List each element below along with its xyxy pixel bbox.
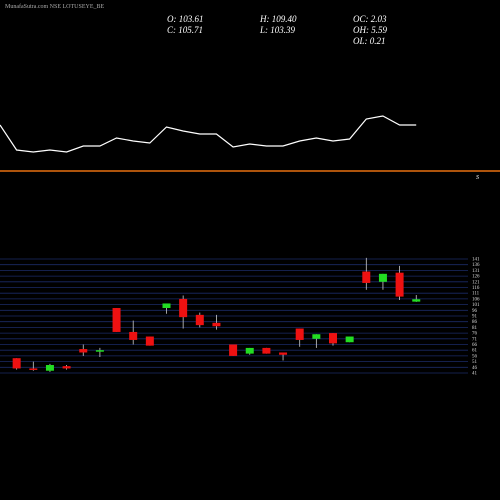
y-tick-label: 61 bbox=[472, 349, 478, 354]
candle-body bbox=[412, 299, 421, 302]
candle-body bbox=[395, 272, 404, 297]
candle-body bbox=[212, 322, 221, 327]
y-tick-label: 46 bbox=[472, 366, 478, 371]
candle-body bbox=[145, 336, 154, 346]
candle-body bbox=[262, 347, 271, 354]
y-tick-label: 116 bbox=[472, 286, 480, 291]
y-tick-label: 71 bbox=[472, 337, 478, 342]
ohlc-info: OL: 0.21 bbox=[353, 36, 386, 46]
ohlc-info: C: 105.71 bbox=[167, 25, 203, 35]
y-tick-label: 56 bbox=[472, 354, 478, 359]
candle-body bbox=[95, 350, 104, 352]
candle-body bbox=[12, 358, 21, 369]
candle-body bbox=[279, 352, 288, 355]
y-tick-label: 41 bbox=[472, 372, 478, 377]
ohlc-info: H: 109.40 bbox=[259, 14, 297, 24]
y-tick-label: 136 bbox=[472, 263, 480, 268]
y-tick-label: 76 bbox=[472, 332, 478, 337]
candle-body bbox=[62, 366, 71, 369]
y-tick-label: 121 bbox=[472, 280, 480, 285]
candle-body bbox=[295, 328, 304, 340]
ohlc-info: OC: 2.03 bbox=[353, 14, 387, 24]
candle-body bbox=[245, 347, 254, 354]
y-tick-label: 96 bbox=[472, 309, 478, 314]
candle-body bbox=[378, 273, 387, 282]
candle-body bbox=[312, 334, 321, 339]
candle-body bbox=[345, 336, 354, 343]
y-tick-label: 51 bbox=[472, 360, 478, 365]
candle-body bbox=[79, 349, 88, 353]
y-tick-label: 111 bbox=[472, 292, 480, 297]
y-tick-label: 101 bbox=[472, 303, 480, 308]
ohlc-info: L: 103.39 bbox=[259, 25, 296, 35]
y-tick-label: 86 bbox=[472, 320, 478, 325]
candle-body bbox=[362, 271, 371, 283]
price-line bbox=[0, 115, 417, 153]
y-tick-label: 106 bbox=[472, 297, 480, 302]
ohlc-info: O: 103.61 bbox=[167, 14, 204, 24]
candle-body bbox=[29, 368, 38, 370]
candle-body bbox=[179, 298, 188, 318]
candle-body bbox=[129, 331, 138, 340]
y-tick-label: 126 bbox=[472, 275, 480, 280]
marker: S bbox=[476, 175, 479, 181]
candle-body bbox=[112, 308, 121, 332]
y-tick-label: 91 bbox=[472, 315, 478, 320]
y-tick-label: 81 bbox=[472, 326, 478, 331]
candle-body bbox=[229, 344, 238, 356]
y-tick-label: 131 bbox=[472, 269, 480, 274]
candle-body bbox=[329, 333, 337, 344]
candle-body bbox=[45, 365, 54, 371]
candle-body bbox=[195, 314, 204, 326]
y-tick-label: 141 bbox=[472, 258, 480, 263]
candle-body bbox=[162, 303, 171, 309]
ohlc-info: OH: 5.59 bbox=[353, 25, 387, 35]
y-tick-label: 66 bbox=[472, 343, 478, 348]
chart-title: MunafaSutra.com NSE LOTUSEYE_BE bbox=[5, 3, 104, 10]
